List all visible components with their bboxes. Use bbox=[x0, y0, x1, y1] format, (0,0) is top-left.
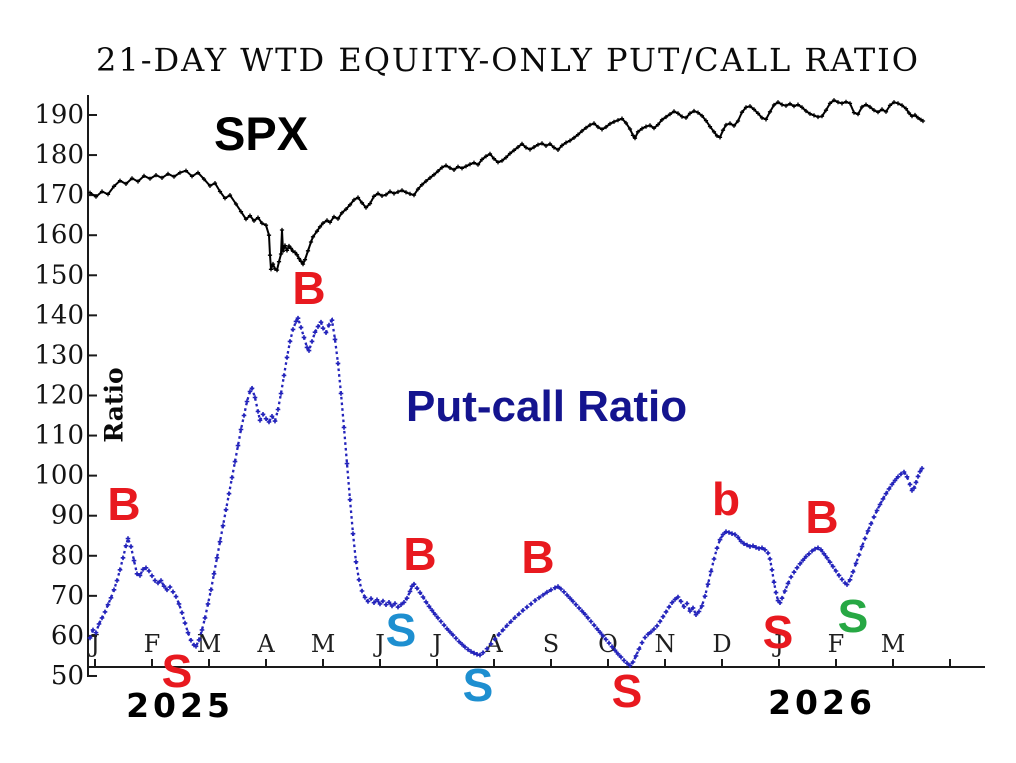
series-put-call-ratio bbox=[87, 315, 925, 668]
month-label: M bbox=[311, 630, 336, 658]
y-tick-label: 180 bbox=[34, 140, 84, 170]
month-label: M bbox=[197, 630, 222, 658]
series-spx bbox=[87, 98, 926, 273]
month-label: S bbox=[543, 630, 559, 658]
year-label-2026: 2026 bbox=[768, 683, 876, 722]
month-label: J bbox=[372, 630, 385, 658]
y-tick-label: 80 bbox=[51, 541, 84, 571]
month-label: F bbox=[828, 630, 845, 658]
y-tick-label: 160 bbox=[34, 220, 84, 250]
month-label: A bbox=[256, 630, 275, 658]
signal-marker-B: B bbox=[805, 491, 838, 543]
y-tick-label: 130 bbox=[34, 340, 84, 370]
y-axis-ticks: 190 180 170 160 150 140 130 120 110 100 90 80 70 60 50 bbox=[34, 100, 97, 691]
signal-marker-S: S bbox=[162, 645, 193, 697]
chart-title: 21-DAY WTD EQUITY-ONLY PUT/CALL RATIO bbox=[95, 41, 921, 79]
signal-marker-b: b bbox=[712, 473, 740, 525]
month-label: A bbox=[484, 630, 503, 658]
signal-marker-S: S bbox=[386, 604, 417, 656]
signal-marker-B: B bbox=[521, 531, 554, 583]
month-label: J bbox=[771, 630, 784, 658]
y-tick-label: 150 bbox=[34, 260, 84, 290]
month-label: N bbox=[655, 630, 676, 658]
signal-marker-S: S bbox=[612, 665, 643, 717]
month-label: J bbox=[429, 630, 442, 658]
y-tick-label: 100 bbox=[34, 461, 84, 491]
signal-marker-B: B bbox=[292, 262, 325, 314]
y-tick-label: 170 bbox=[34, 180, 84, 210]
month-label: J bbox=[87, 630, 100, 658]
y-tick-label: 110 bbox=[34, 421, 84, 451]
series-line bbox=[89, 99, 924, 272]
spx-series-label: SPX bbox=[214, 107, 309, 160]
put-call-ratio-series-label: Put-call Ratio bbox=[406, 382, 688, 431]
y-tick-label: 50 bbox=[51, 661, 84, 691]
signal-marker-S: S bbox=[838, 590, 869, 642]
year-label-2025: 2025 bbox=[126, 686, 234, 725]
y-tick-label: 90 bbox=[51, 501, 84, 531]
y-axis-title: Ratio bbox=[99, 367, 129, 443]
signal-marker-B: B bbox=[107, 478, 140, 530]
series-line bbox=[88, 315, 923, 668]
y-tick-label: 120 bbox=[34, 380, 84, 410]
signal-marker-S: S bbox=[463, 659, 494, 711]
series-point-markers bbox=[87, 315, 925, 668]
signal-marker-B: B bbox=[403, 528, 436, 580]
signal-marker-S: S bbox=[763, 606, 794, 658]
month-label: M bbox=[881, 630, 906, 658]
y-tick-label: 70 bbox=[51, 581, 84, 611]
y-tick-label: 190 bbox=[34, 100, 84, 130]
y-tick-label: 140 bbox=[34, 300, 84, 330]
month-label: D bbox=[712, 630, 731, 658]
y-tick-label: 60 bbox=[51, 621, 84, 651]
month-label: F bbox=[144, 630, 161, 658]
series-point-markers bbox=[87, 98, 926, 273]
